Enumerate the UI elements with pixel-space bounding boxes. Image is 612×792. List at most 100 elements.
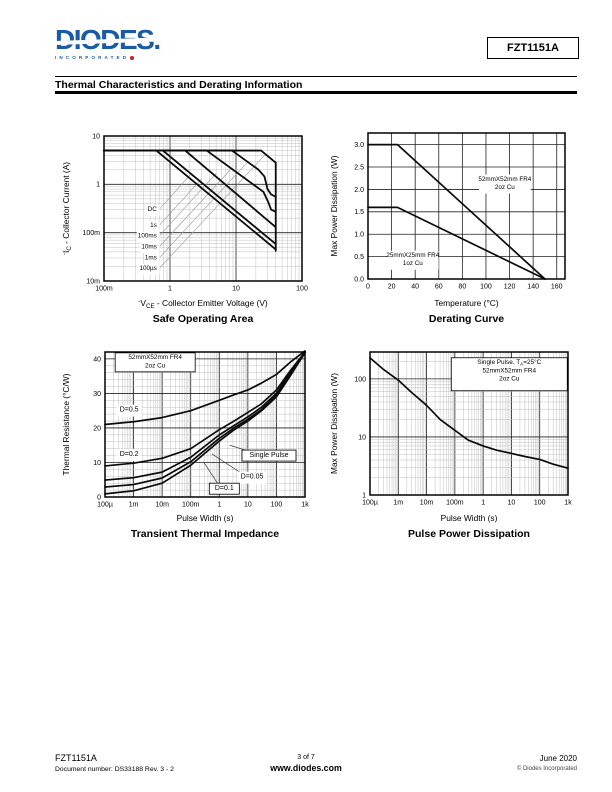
svg-text:1ms: 1ms <box>145 254 157 261</box>
svg-text:1m: 1m <box>393 500 403 507</box>
svg-text:25mmX25mm FR4: 25mmX25mm FR4 <box>386 252 439 259</box>
logo-incorporated-text: INCORPORATED <box>55 55 185 60</box>
grid <box>104 136 302 281</box>
svg-text:0.0: 0.0 <box>354 276 364 283</box>
svg-text:100: 100 <box>534 500 546 507</box>
svg-text:10: 10 <box>93 460 101 467</box>
svg-text:1.0: 1.0 <box>354 232 364 239</box>
svg-text:10ms: 10ms <box>141 243 156 250</box>
footer-date: June 2020 <box>539 754 577 763</box>
svg-text:10m: 10m <box>86 278 100 285</box>
svg-text:100m: 100m <box>95 286 113 293</box>
svg-text:0.5: 0.5 <box>354 254 364 261</box>
svg-text:Temperature (°C): Temperature (°C) <box>434 298 499 308</box>
svg-text:52mmX52mm FR4: 52mmX52mm FR4 <box>128 354 182 361</box>
svg-text:Single Pulse. TA=25°C: Single Pulse. TA=25°C <box>477 358 541 368</box>
svg-text:100m: 100m <box>182 502 200 509</box>
part-number: FZT1151A <box>507 42 559 54</box>
footer-part-number: FZT1151A <box>55 753 97 763</box>
svg-text:80: 80 <box>458 284 466 291</box>
svg-text:Pulse Width (s): Pulse Width (s) <box>177 513 234 523</box>
svg-text:Safe Operating Area: Safe Operating Area <box>153 313 254 325</box>
svg-text:1oz Cu: 1oz Cu <box>403 260 423 267</box>
svg-text:100: 100 <box>354 376 366 383</box>
series <box>367 143 546 280</box>
svg-text:1k: 1k <box>301 502 309 509</box>
footer-right: June 2020 © Diodes Incorporated <box>380 754 577 772</box>
footer-website-link[interactable]: www.diodes.com <box>270 763 342 773</box>
svg-text:52mmX52mm FR4: 52mmX52mm FR4 <box>482 367 536 374</box>
section-title: Thermal Characteristics and Derating Inf… <box>55 79 303 91</box>
footer-copyright: © Diodes Incorporated <box>516 766 577 772</box>
series <box>104 350 306 495</box>
svg-text:Thermal Resistance (°C/W): Thermal Resistance (°C/W) <box>61 373 71 475</box>
svg-text:20: 20 <box>93 425 101 432</box>
header-top-rule <box>55 76 577 77</box>
svg-text:1.5: 1.5 <box>354 209 364 216</box>
svg-text:10m: 10m <box>155 502 169 509</box>
svg-text:100µ: 100µ <box>362 500 378 507</box>
svg-text:Transient Thermal Impedance: Transient Thermal Impedance <box>131 528 279 540</box>
svg-text:100: 100 <box>296 286 308 293</box>
soa-chart: 100m 1 10 100 10m 100m 1 10 -VCE - Collector Emi… <box>56 120 324 337</box>
svg-text:-IC - Collector Current (A): -IC - Collector Current (A) <box>61 162 73 255</box>
svg-text:1: 1 <box>362 492 366 499</box>
svg-text:100: 100 <box>271 502 283 509</box>
derating-chart: 0 20 40 60 80 100 120 140 160 0.0 0.5 1.0 1.5 2.0 2.5 3… <box>326 120 594 337</box>
svg-text:Single Pulse: Single Pulse <box>250 452 289 459</box>
svg-text:1: 1 <box>217 502 221 509</box>
ppd-chart: 100µ 1m 10m 100m 1 10 100 1k 1 10 100 Pulse Width (… <box>326 340 594 557</box>
svg-text:100: 100 <box>480 284 492 291</box>
svg-text:40: 40 <box>93 356 101 363</box>
svg-text:10: 10 <box>232 286 240 293</box>
svg-text:Pulse Width (s): Pulse Width (s) <box>441 513 498 523</box>
svg-text:20: 20 <box>388 284 396 291</box>
svg-text:Derating Curve: Derating Curve <box>429 313 504 325</box>
diodes-logo: DIODES. INCORPORATED <box>55 26 185 70</box>
svg-text:10: 10 <box>244 502 252 509</box>
svg-text:60: 60 <box>435 284 443 291</box>
svg-text:10: 10 <box>358 434 366 441</box>
svg-text:40: 40 <box>411 284 419 291</box>
footer-center: 3 of 7 www.diodes.com <box>206 754 406 773</box>
svg-text:10: 10 <box>92 133 100 140</box>
svg-text:100µ: 100µ <box>97 502 113 509</box>
svg-text:Max Power Dissipation (W): Max Power Dissipation (W) <box>329 155 339 256</box>
svg-text:100m: 100m <box>446 500 464 507</box>
series <box>369 357 569 469</box>
series <box>103 149 277 252</box>
svg-text:1: 1 <box>168 286 172 293</box>
svg-text:160: 160 <box>551 284 563 291</box>
footer-page-number: 3 of 7 <box>297 754 315 761</box>
svg-text:10: 10 <box>508 500 516 507</box>
svg-text:1: 1 <box>481 500 485 507</box>
part-number-box: FZT1151A <box>487 37 579 59</box>
svg-text:1s: 1s <box>150 222 157 229</box>
svg-text:120: 120 <box>504 284 516 291</box>
svg-text:100µs: 100µs <box>139 265 156 272</box>
svg-text:Pulse Power Dissipation: Pulse Power Dissipation <box>408 528 530 540</box>
grid <box>105 352 305 497</box>
svg-text:D=0.2: D=0.2 <box>120 451 139 458</box>
svg-text:1k: 1k <box>564 500 572 507</box>
footer-left: FZT1151A Document number: DS33188 Rev. 3… <box>55 753 174 773</box>
section-rule <box>55 91 577 94</box>
svg-text:2.0: 2.0 <box>354 187 364 194</box>
grid <box>368 133 565 279</box>
footer-document-number: Document number: DS33188 Rev. 3 - 2 <box>55 766 174 773</box>
svg-text:D=0.05: D=0.05 <box>241 474 264 481</box>
svg-text:DC: DC <box>148 206 158 213</box>
svg-text:0: 0 <box>366 284 370 291</box>
svg-text:2oz Cu: 2oz Cu <box>495 184 515 191</box>
svg-text:D=0.1: D=0.1 <box>215 485 234 492</box>
svg-text:0: 0 <box>97 494 101 501</box>
svg-text:30: 30 <box>93 391 101 398</box>
svg-text:2.5: 2.5 <box>354 164 364 171</box>
svg-text:100ms: 100ms <box>138 233 157 240</box>
svg-text:10m: 10m <box>420 500 434 507</box>
svg-text:1m: 1m <box>129 502 139 509</box>
svg-text:52mmX52mm FR4: 52mmX52mm FR4 <box>478 176 531 183</box>
svg-text:2oz Cu: 2oz Cu <box>499 376 520 383</box>
